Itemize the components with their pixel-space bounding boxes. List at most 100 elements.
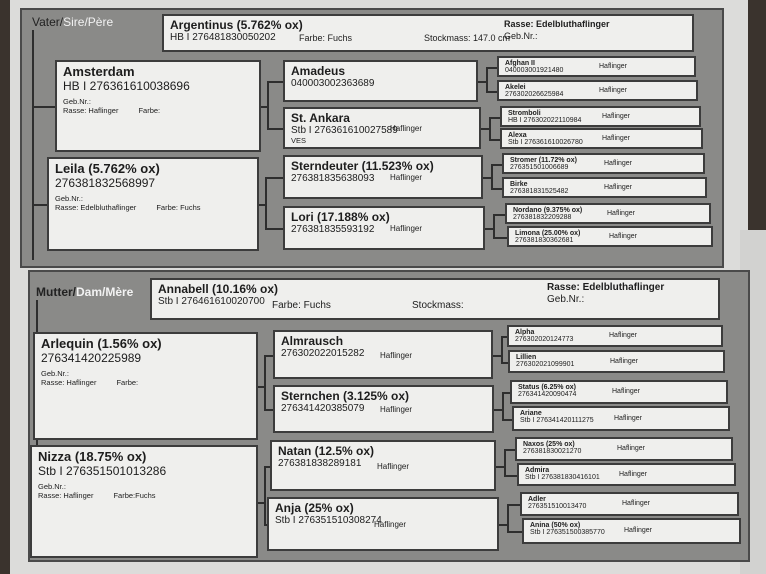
breed: Haflinger [602,112,631,120]
registration-number: 276341420090474 [518,391,577,398]
horse-name: Alpha [515,329,535,336]
breed: Haflinger [599,86,628,94]
registration-number: 276381830362681 [515,237,574,244]
dam-section-label: Mutter/Dam/Mère [36,285,133,299]
grandparent-box: Anja (25% ox) Stb I 276351510308274 Haflin… [267,497,499,551]
grandparent-box: Lori (17.188% ox) 276381835593192 Haflinge… [283,206,485,250]
breed: Haflinger [609,232,638,240]
registration-number: 276302022015282 [281,348,365,359]
registration-number: Stb I 276361610026780 [508,139,583,146]
connector-line [502,392,510,394]
great-grandparent-box: Alexa Stb I 276361610026780 Haflinger [500,128,703,149]
registration-number: 276302026625984 [505,91,564,98]
breed: Haflinger [390,224,423,233]
sire-section-label: Vater/Sire/Père [32,15,113,29]
connector-line [478,81,486,83]
connector-line [486,66,497,69]
connector-line [496,465,504,468]
connector-line [483,177,491,179]
connector-line [264,354,273,357]
registration-number: 276381835593192 [291,224,375,235]
registration-number: Stb I 276381830416101 [525,474,600,481]
horse-name: Akelei [505,84,526,91]
horse-name: Status (6.25% ox) [518,384,576,391]
connector-line [491,187,502,190]
connector-line [502,418,512,421]
breed: Rasse: Haflinger [63,106,119,115]
registration-number: HB I 276361610038696 [63,79,190,93]
connector-line [499,524,507,526]
registration-number: Stb I 276351510308274 [275,515,382,526]
breed: Haflinger [390,173,423,182]
connector-line [501,361,508,364]
grandparent-box: Sterndeuter (11.523% ox) 276381835638093 H… [283,155,483,199]
breed: Haflinger [380,350,413,360]
sire-birth-no: Geb.Nr.: [504,31,538,41]
registration-number: 276381831525482 [510,188,569,195]
breed: Haflinger [607,209,636,217]
grandparent-box: St. Ankara Stb I 276361610027589 Haflinger… [283,107,481,149]
horse-name: Leila (5.762% ox) [55,161,160,176]
registration-number: Stb I 276351501013286 [38,464,167,478]
registration-number: 276381838289181 [278,458,362,469]
connector-line [502,392,504,419]
dam-height: Stockmass: [412,300,464,311]
connector-line [489,116,491,139]
horse-name: Alexa [508,132,527,139]
connector-line [32,106,55,108]
registration-number: 276381830021270 [523,448,582,455]
great-grandparent-box: Nordano (9.375% ox) 276381832209288 Haflin… [505,203,711,224]
registration-number: 276341420385079 [281,403,365,414]
grandparent-box: Natan (12.5% ox) 276381838289181 Haflinger [270,440,496,491]
connector-line [265,177,283,179]
dam-birth-no: Geb.Nr.: [547,294,585,305]
horse-name: Afghan II [505,60,535,67]
registration-number: Stb I 276341420111275 [520,417,594,424]
connector-line [264,465,266,524]
horse-name: Amsterdam [63,64,135,79]
connector-line [494,409,502,411]
dam-breed: Rasse: Edelbluthaflinger [547,282,665,293]
connector-line [491,163,493,188]
connector-line [264,524,267,526]
breed-color-row: Rasse: Haflinger Farbe: [41,378,250,387]
great-grandparent-box: Anina (50% ox) Stb I 276351500385770 Hafli… [522,518,741,544]
connector-line [32,30,34,260]
connector-line [493,354,501,357]
horse-name: Adler [528,496,546,503]
sire-height: Stockmass: 147.0 cm [424,33,511,43]
horse-name: Limona (25.00% ox) [515,230,581,237]
connector-line [481,128,489,130]
breed-color-row: Rasse: Haflinger Farbe:Fuchs [38,491,250,500]
horse-name: Birke [510,181,528,188]
horse-name: Anina (50% ox) [530,522,581,529]
connector-line [265,177,267,228]
connector-line [507,531,522,533]
breed: Haflinger [610,357,639,365]
horse-name: Nordano (9.375% ox) [513,207,583,214]
registration-number: 276381832209288 [513,214,572,221]
connector-line [493,213,495,237]
great-grandparent-box: Alpha 276302020124773 Haflinger [507,325,723,347]
connector-line [507,504,520,506]
breed: Rasse: Edelbluthaflinger [55,203,137,212]
birth-no: Geb.Nr.: [63,97,91,106]
registration-number: Stb I 276351500385770 [530,529,605,536]
birth-no: Geb.Nr.: [41,369,69,378]
connector-line [258,501,264,504]
extra-note: VES [291,136,307,145]
connector-line [491,163,502,166]
sire-breed: Rasse: Edelbluthaflinger [504,19,610,29]
registration-number: Stb I 276361610027589 [291,125,398,136]
horse-name: Admira [525,467,550,474]
parent-box: Arlequin (1.56% ox) 276341420225989 Geb.Nr… [33,332,258,440]
horse-name: Stromer (11.72% ox) [510,157,577,164]
horse-name: Almrausch [281,334,344,348]
connector-line [267,81,283,83]
breed: Haflinger [622,500,651,507]
sire-color: Farbe: Fuchs [299,33,353,43]
sire-header-box: Argentinus (5.762% ox) HB I 276481830050… [162,14,694,52]
registration-number: 276351501006689 [510,164,569,171]
connector-line [504,449,515,451]
breed: Haflinger [599,62,628,70]
